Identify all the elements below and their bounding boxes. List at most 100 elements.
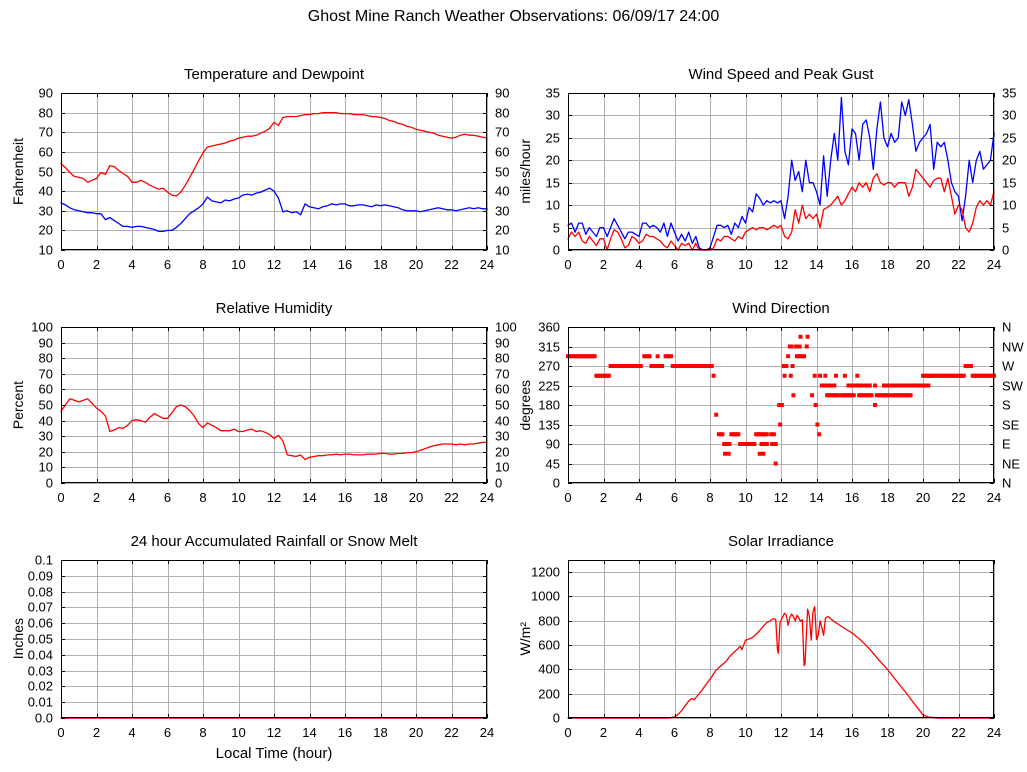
y-tick-label-right: 30	[495, 428, 510, 444]
x-tick-label: 24	[479, 725, 495, 740]
y-tick-label-right: 70	[495, 366, 510, 382]
y-tick-label: 0.08	[27, 584, 53, 600]
y-tick-label: 225	[538, 378, 560, 393]
x-tick-label: 18	[880, 725, 895, 740]
y-tick-label: 0.07	[27, 599, 53, 615]
x-tick-label: 14	[809, 725, 824, 740]
x-tick-label: 4	[635, 257, 643, 272]
x-tick-label: 4	[635, 725, 643, 740]
y-tick-label-right: 40	[495, 183, 510, 199]
y-tick-label: 80	[38, 105, 53, 121]
y-tick-label-right: N	[1002, 475, 1012, 491]
x-tick-label: 0	[57, 725, 65, 740]
x-tick-label: 2	[599, 725, 608, 740]
y-tick-label: 30	[38, 203, 53, 219]
plot-area	[60, 93, 488, 251]
y-tick-label-right: 0	[495, 475, 503, 491]
x-tick-label: 10	[231, 490, 246, 505]
x-tick-label: 6	[670, 257, 679, 272]
y-tick-label-right: 20	[495, 444, 510, 460]
x-tick-label: 0	[564, 257, 572, 272]
x-tick-label: 16	[844, 257, 860, 272]
y-tick-label-right: 0	[1002, 242, 1010, 258]
x-tick-label: 22	[444, 257, 459, 272]
y-tick-label-right: 60	[495, 144, 510, 160]
x-tick-label: 12	[773, 725, 789, 740]
x-tick-label: 12	[266, 490, 282, 505]
y-tick-label: 0	[552, 242, 560, 258]
x-tick-label: 4	[128, 725, 136, 740]
x-tick-label: 16	[844, 490, 860, 505]
chart-relative-humidity: Relative Humidity Percent 0 10 20 30 40 50 60 7…	[10, 300, 517, 505]
y-tick-label-right: 80	[495, 105, 510, 121]
y-tick-label: 10	[38, 459, 53, 475]
x-tick-label: 0	[57, 257, 65, 272]
y-tick-label-right: W	[1002, 358, 1015, 374]
y-tick-label-right: 30	[495, 203, 510, 219]
y-tick-label: 0.03	[27, 663, 53, 679]
y-tick-label: 60	[38, 381, 53, 397]
y-tick-label: 90	[38, 335, 53, 351]
y-tick-label: 200	[538, 686, 560, 702]
x-tick-label: 24	[986, 257, 1002, 272]
x-tick-label: 8	[199, 490, 207, 505]
y-tick-label-right: SE	[1002, 417, 1020, 432]
x-tick-label: 2	[92, 257, 101, 272]
x-tick-label: 6	[163, 257, 172, 272]
x-tick-label: 8	[706, 725, 714, 740]
x-tick-label: 18	[880, 257, 895, 272]
y-tick-label: 400	[538, 661, 560, 677]
y-tick-label: 0.04	[27, 647, 53, 663]
chart-wind-direction: Wind Direction degrees 0 45 90 135 180 225 270…	[517, 300, 1024, 505]
y-tick-label-right: 35	[1002, 85, 1017, 101]
x-tick-label: 2	[599, 257, 608, 272]
y-tick-label: 25	[545, 130, 560, 146]
y-tick-label-right: 60	[495, 381, 510, 397]
y-tick-label: 1200	[531, 564, 560, 580]
x-tick-label: 20	[408, 490, 424, 505]
y-tick-label: 0	[552, 475, 560, 491]
x-tick-label: 16	[337, 725, 353, 740]
y-tick-label-right: NW	[1002, 339, 1024, 354]
x-tick-label: 24	[986, 725, 1002, 740]
y-tick-label-right: 30	[1002, 107, 1017, 123]
x-tick-label: 18	[373, 257, 388, 272]
y-tick-label-right: 40	[495, 413, 510, 429]
y-tick-label-right: 50	[495, 164, 510, 179]
x-tick-label: 22	[951, 725, 966, 740]
y-tick-label: 90	[38, 85, 53, 101]
y-tick-label: 1000	[531, 588, 560, 604]
x-tick-label: 6	[163, 725, 172, 740]
x-tick-label: 0	[564, 725, 572, 740]
x-tick-label: 14	[302, 725, 317, 740]
x-tick-label: 12	[773, 490, 789, 505]
y-tick-label: 270	[538, 358, 560, 374]
x-tick-label: 6	[670, 490, 679, 505]
y-tick-label: 0.09	[27, 568, 53, 584]
y-tick-label: 70	[38, 366, 53, 382]
plot-area	[566, 327, 996, 484]
x-tick-label: 12	[773, 257, 789, 272]
y-tick-label-right: 25	[1002, 130, 1017, 146]
x-tick-label: 20	[915, 725, 931, 740]
y-tick-label-right: 5	[1002, 220, 1010, 236]
x-tick-label: 6	[670, 725, 679, 740]
x-tick-label: 10	[231, 257, 246, 272]
y-tick-label: 600	[538, 637, 560, 653]
y-tick-label-right: S	[1002, 397, 1011, 413]
y-tick-label: 90	[545, 436, 560, 452]
y-tick-label-right: 10	[495, 242, 510, 258]
x-tick-label: 18	[373, 490, 388, 505]
chart-title: Wind Speed and Peak Gust	[688, 66, 874, 83]
chart-title: 24 hour Accumulated Rainfall or Snow Mel…	[130, 533, 418, 550]
y-tick-label-right: 90	[495, 85, 510, 101]
x-tick-label: 0	[564, 490, 572, 505]
y-tick-label: 0.06	[27, 615, 53, 631]
x-tick-label: 22	[951, 257, 966, 272]
y-tick-label: 0.05	[27, 631, 53, 647]
y-tick-label: 35	[545, 85, 560, 101]
y-tick-label: 180	[538, 397, 560, 413]
plot-area	[60, 327, 488, 484]
chart-title: Solar Irradiance	[728, 533, 834, 550]
